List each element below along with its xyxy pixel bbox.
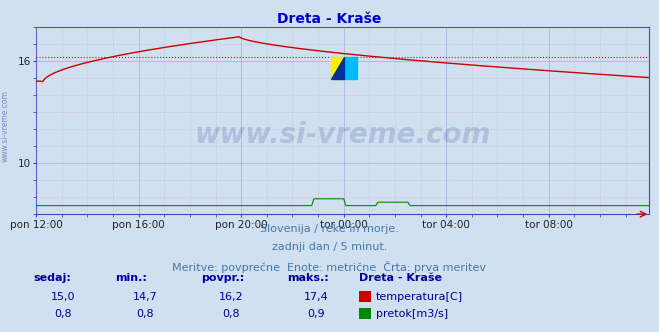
- Text: 16,2: 16,2: [218, 292, 243, 302]
- Text: sedaj:: sedaj:: [33, 273, 71, 283]
- Text: www.si-vreme.com: www.si-vreme.com: [1, 90, 10, 162]
- Bar: [331, 57, 344, 79]
- Text: min.:: min.:: [115, 273, 147, 283]
- Text: 14,7: 14,7: [132, 292, 158, 302]
- Text: 0,8: 0,8: [136, 309, 154, 319]
- Text: www.si-vreme.com: www.si-vreme.com: [194, 122, 491, 149]
- Polygon shape: [331, 57, 344, 79]
- Text: povpr.:: povpr.:: [201, 273, 244, 283]
- Text: 0,8: 0,8: [222, 309, 239, 319]
- Text: Meritve: povprečne  Enote: metrične  Črta: prva meritev: Meritve: povprečne Enote: metrične Črta:…: [173, 261, 486, 273]
- Text: Dreta - Kraše: Dreta - Kraše: [359, 273, 442, 283]
- Text: 15,0: 15,0: [50, 292, 75, 302]
- Bar: [344, 57, 357, 79]
- Text: 0,8: 0,8: [54, 309, 71, 319]
- Text: 17,4: 17,4: [304, 292, 329, 302]
- Text: Slovenija / reke in morje.: Slovenija / reke in morje.: [260, 224, 399, 234]
- Text: 0,9: 0,9: [308, 309, 325, 319]
- Text: zadnji dan / 5 minut.: zadnji dan / 5 minut.: [272, 242, 387, 252]
- Text: pretok[m3/s]: pretok[m3/s]: [376, 309, 447, 319]
- Text: maks.:: maks.:: [287, 273, 328, 283]
- Text: Dreta - Kraše: Dreta - Kraše: [277, 12, 382, 26]
- Text: temperatura[C]: temperatura[C]: [376, 292, 463, 302]
